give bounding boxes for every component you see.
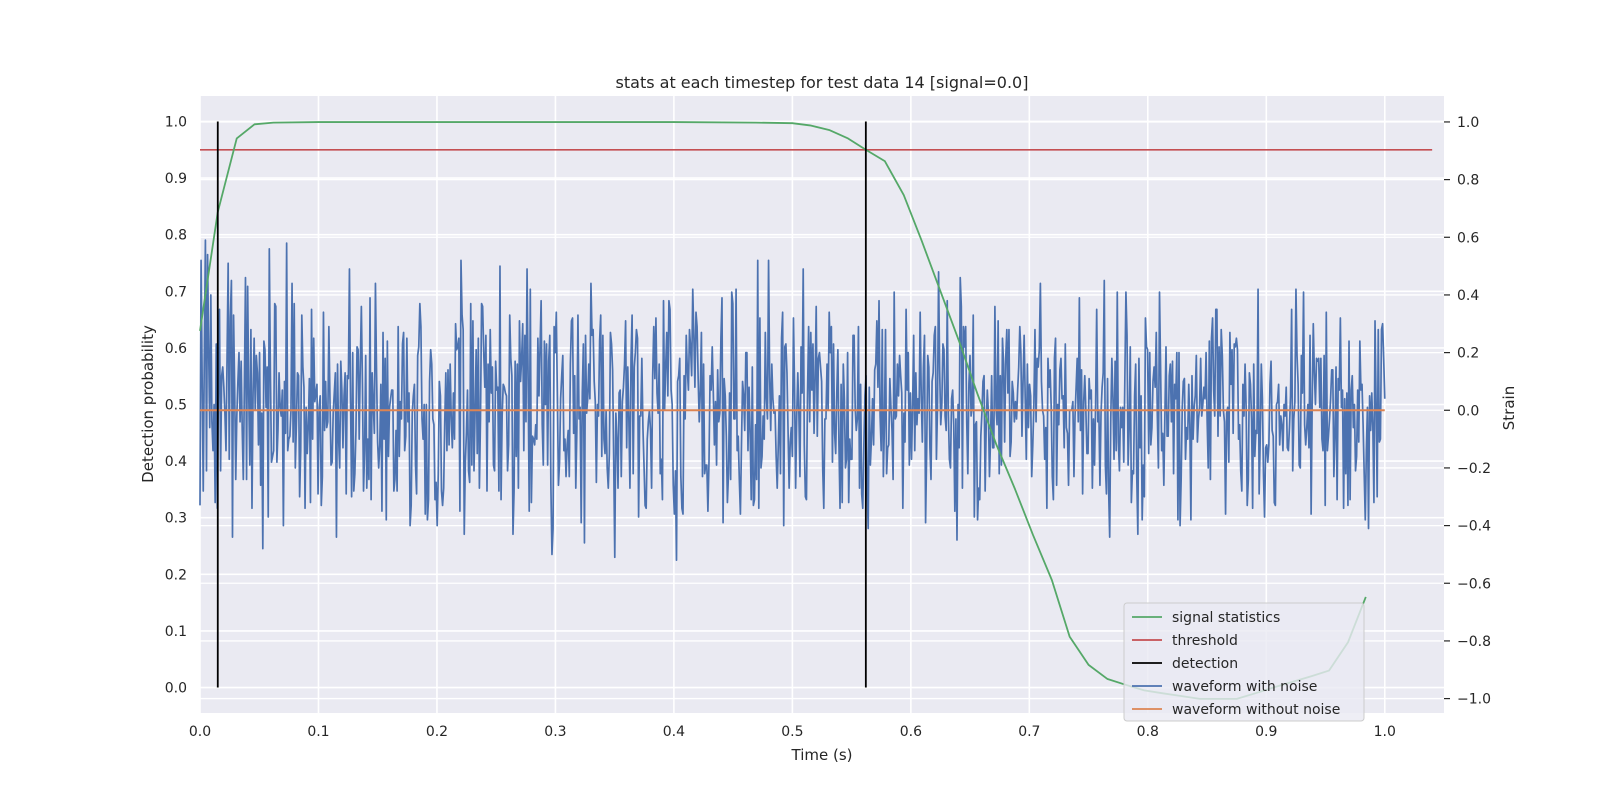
y-right-tick-label: 0.2 bbox=[1457, 346, 1479, 362]
y-right-tick-label: −0.2 bbox=[1457, 461, 1491, 477]
legend-label-detection: detection bbox=[1172, 656, 1238, 672]
x-tick-label: 0.3 bbox=[544, 724, 566, 740]
x-tick-label: 0.8 bbox=[1137, 724, 1159, 740]
y-left-tick-label: 0.9 bbox=[165, 171, 187, 187]
y-right-tick-label: 0.0 bbox=[1457, 403, 1479, 419]
y-left-tick-label: 0.1 bbox=[165, 624, 187, 640]
legend-label-signal-statistics: signal statistics bbox=[1172, 610, 1280, 626]
y-left-tick-label: 0.8 bbox=[165, 228, 187, 244]
y-left-tick-label: 0.2 bbox=[165, 567, 187, 583]
y-right-tick-label: −0.8 bbox=[1457, 634, 1491, 650]
x-tick-label: 0.1 bbox=[307, 724, 329, 740]
x-tick-label: 0.5 bbox=[781, 724, 803, 740]
legend-label-waveform-with-noise: waveform with noise bbox=[1172, 679, 1317, 695]
x-axis-label: Time (s) bbox=[791, 746, 853, 764]
ticks-layer: 0.0 0.1 0.2 0.3 0.4 0.5 0.6 0.7 0.8 0.9 1.0 0.0 0.1 0… bbox=[165, 114, 1491, 740]
y-left-tick-label: 0.5 bbox=[165, 398, 187, 414]
legend-box bbox=[1123, 602, 1365, 722]
legend-label-threshold: threshold bbox=[1172, 633, 1238, 649]
y-axis-label-left: Detection probability bbox=[139, 325, 157, 483]
x-tick-label: 0.2 bbox=[426, 724, 448, 740]
legend: signal statistics threshold detection wa… bbox=[1123, 602, 1365, 722]
y-left-tick-label: 0.3 bbox=[165, 511, 187, 527]
x-tick-label: 0.4 bbox=[663, 724, 685, 740]
series-waveform-with-noise bbox=[199, 239, 1386, 562]
y-left-tick-label: 0.7 bbox=[165, 284, 187, 300]
y-right-tick-label: 0.6 bbox=[1457, 230, 1479, 246]
y-right-tick-label: −1.0 bbox=[1457, 692, 1491, 708]
legend-label-waveform-without-noise: waveform without noise bbox=[1172, 702, 1340, 718]
y-right-tick-label: 0.4 bbox=[1457, 288, 1479, 304]
y-right-tick-label: 1.0 bbox=[1457, 115, 1479, 131]
y-right-tick-label: −0.4 bbox=[1457, 519, 1491, 535]
y-right-tick-label: 0.8 bbox=[1457, 173, 1479, 189]
y-left-tick-label: 0.6 bbox=[165, 341, 187, 357]
y-axis-label-right: Strain bbox=[1500, 386, 1518, 430]
chart-title: stats at each timestep for test data 14 … bbox=[616, 73, 1029, 92]
x-tick-label: 0.6 bbox=[900, 724, 922, 740]
y-left-tick-label: 0.0 bbox=[165, 681, 187, 697]
x-tick-label: 1.0 bbox=[1374, 724, 1396, 740]
grid bbox=[199, 96, 1444, 713]
x-tick-label: 0.0 bbox=[189, 724, 211, 740]
y-right-tick-label: −0.6 bbox=[1457, 576, 1491, 592]
x-tick-label: 0.9 bbox=[1255, 724, 1277, 740]
y-left-tick-label: 0.4 bbox=[165, 454, 187, 470]
x-tick-label: 0.7 bbox=[1018, 724, 1040, 740]
series-layer bbox=[199, 121, 1433, 700]
y-left-tick-label: 1.0 bbox=[165, 114, 187, 130]
